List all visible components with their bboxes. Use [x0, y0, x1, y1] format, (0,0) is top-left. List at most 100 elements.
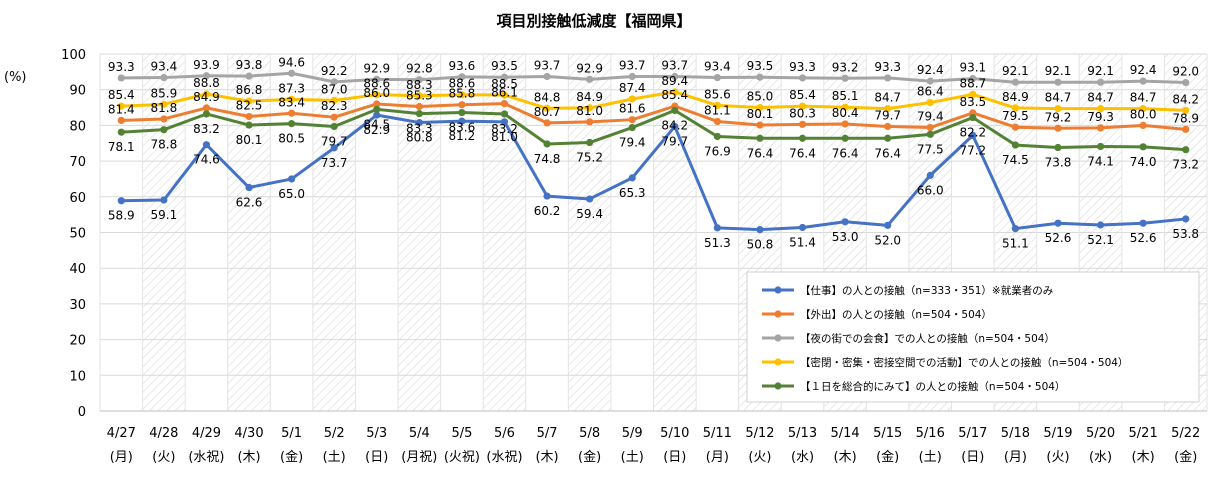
data-label: 86.0 — [363, 86, 390, 100]
data-point — [1054, 105, 1062, 113]
data-label: 94.6 — [278, 55, 305, 69]
data-label: 93.7 — [619, 58, 646, 72]
x-tick-day: (日) — [663, 450, 686, 465]
data-label: 93.5 — [747, 59, 774, 73]
x-tick-day: (日) — [961, 450, 984, 465]
x-tick-date: 5/21 — [1129, 426, 1158, 441]
data-label: 73.7 — [321, 156, 348, 170]
x-tick-date: 5/10 — [660, 426, 689, 441]
data-point — [628, 174, 636, 182]
data-point — [628, 95, 636, 103]
data-label: 74.8 — [534, 152, 561, 166]
data-point — [1054, 219, 1062, 227]
chart-title: 項目別接触低減度【福岡県】 — [496, 12, 691, 30]
y-tick-label: 50 — [69, 227, 86, 242]
data-point — [713, 101, 721, 110]
data-label: 85.6 — [704, 87, 731, 101]
y-tick-label: 80 — [69, 119, 86, 134]
data-point — [884, 221, 892, 229]
x-tick-day: (土) — [323, 450, 346, 465]
data-point — [926, 77, 934, 85]
x-tick-day: (金) — [876, 449, 899, 465]
data-point — [756, 226, 764, 234]
data-label: 80.5 — [278, 132, 305, 146]
data-label: 51.3 — [704, 236, 731, 250]
data-label: 79.4 — [917, 110, 944, 124]
data-label: 80.7 — [534, 105, 561, 119]
data-point — [458, 73, 466, 81]
data-point — [287, 95, 296, 103]
data-label: 83.2 — [491, 122, 518, 136]
data-point — [117, 102, 125, 110]
data-label: 81.8 — [151, 101, 178, 115]
data-point — [330, 113, 338, 121]
data-point — [628, 116, 636, 124]
data-point — [1139, 121, 1147, 129]
x-tick-day: (月祝) — [401, 450, 437, 465]
data-point — [373, 111, 381, 119]
data-label: 85.4 — [108, 88, 135, 102]
data-point — [671, 88, 679, 96]
legend-label: 【密閉・密集・密接空間での活動】での人との接触（n=504・504） — [800, 356, 1128, 369]
legend-label: 【外出】の人との接触（n=504・504） — [800, 308, 992, 321]
data-label: 84.7 — [1045, 91, 1072, 105]
series-line — [121, 102, 1186, 131]
x-tick-date: 5/19 — [1043, 426, 1072, 441]
data-point — [713, 132, 721, 141]
y-tick-label: 30 — [69, 298, 86, 313]
data-point — [756, 103, 764, 112]
data-point — [245, 121, 253, 129]
data-label: 85.4 — [661, 88, 688, 102]
data-point — [500, 100, 509, 108]
data-point — [160, 100, 168, 108]
data-label: 77.5 — [917, 142, 944, 156]
x-tick-day: (金) — [1174, 449, 1197, 465]
data-label: 59.1 — [151, 208, 178, 222]
data-point — [1011, 123, 1020, 131]
data-label: 51.1 — [1002, 237, 1029, 251]
data-point — [841, 120, 849, 128]
data-label: 92.9 — [576, 61, 603, 75]
data-point — [671, 106, 679, 115]
data-label: 86.4 — [917, 85, 944, 99]
data-point — [1096, 124, 1105, 132]
data-point — [500, 73, 509, 81]
x-tick-date: 5/20 — [1086, 426, 1115, 441]
data-point — [415, 76, 423, 84]
data-point — [160, 126, 168, 134]
data-point — [543, 104, 551, 112]
data-label: 76.4 — [874, 146, 901, 160]
x-tick-date: 5/6 — [494, 426, 515, 441]
x-tick-day: (月) — [706, 450, 729, 465]
data-point — [1096, 105, 1105, 113]
data-point — [926, 123, 934, 132]
data-point — [458, 91, 466, 99]
data-label: 82.3 — [321, 99, 348, 113]
data-point — [202, 141, 211, 149]
data-label: 93.7 — [661, 58, 688, 72]
data-point — [798, 134, 807, 142]
x-tick-date: 5/16 — [916, 426, 945, 441]
data-point — [415, 118, 423, 127]
legend: 【仕事】の人との接触（n=333・351）※就業者のみ【外出】の人との接触（n=… — [746, 271, 1200, 403]
data-label: 84.7 — [874, 91, 901, 105]
data-label: 76.4 — [747, 146, 774, 160]
data-point — [458, 108, 466, 117]
x-tick-date: 5/12 — [745, 426, 774, 441]
data-label: 74.1 — [1087, 154, 1114, 168]
y-tick-label: 0 — [78, 405, 86, 420]
data-label: 84.5 — [363, 117, 390, 131]
x-tick-day: (金) — [280, 449, 303, 465]
data-label: 88.8 — [193, 76, 220, 90]
data-label: 52.0 — [874, 233, 901, 247]
data-label: 84.7 — [1130, 91, 1157, 105]
data-label: 83.2 — [193, 122, 220, 136]
data-point — [287, 109, 296, 117]
data-label: 83.3 — [406, 122, 433, 136]
data-label: 53.0 — [832, 230, 859, 244]
data-point — [1011, 78, 1020, 86]
data-point — [713, 73, 721, 82]
data-label: 82.2 — [959, 126, 986, 140]
data-label: 93.2 — [832, 60, 859, 74]
data-point — [543, 119, 551, 127]
